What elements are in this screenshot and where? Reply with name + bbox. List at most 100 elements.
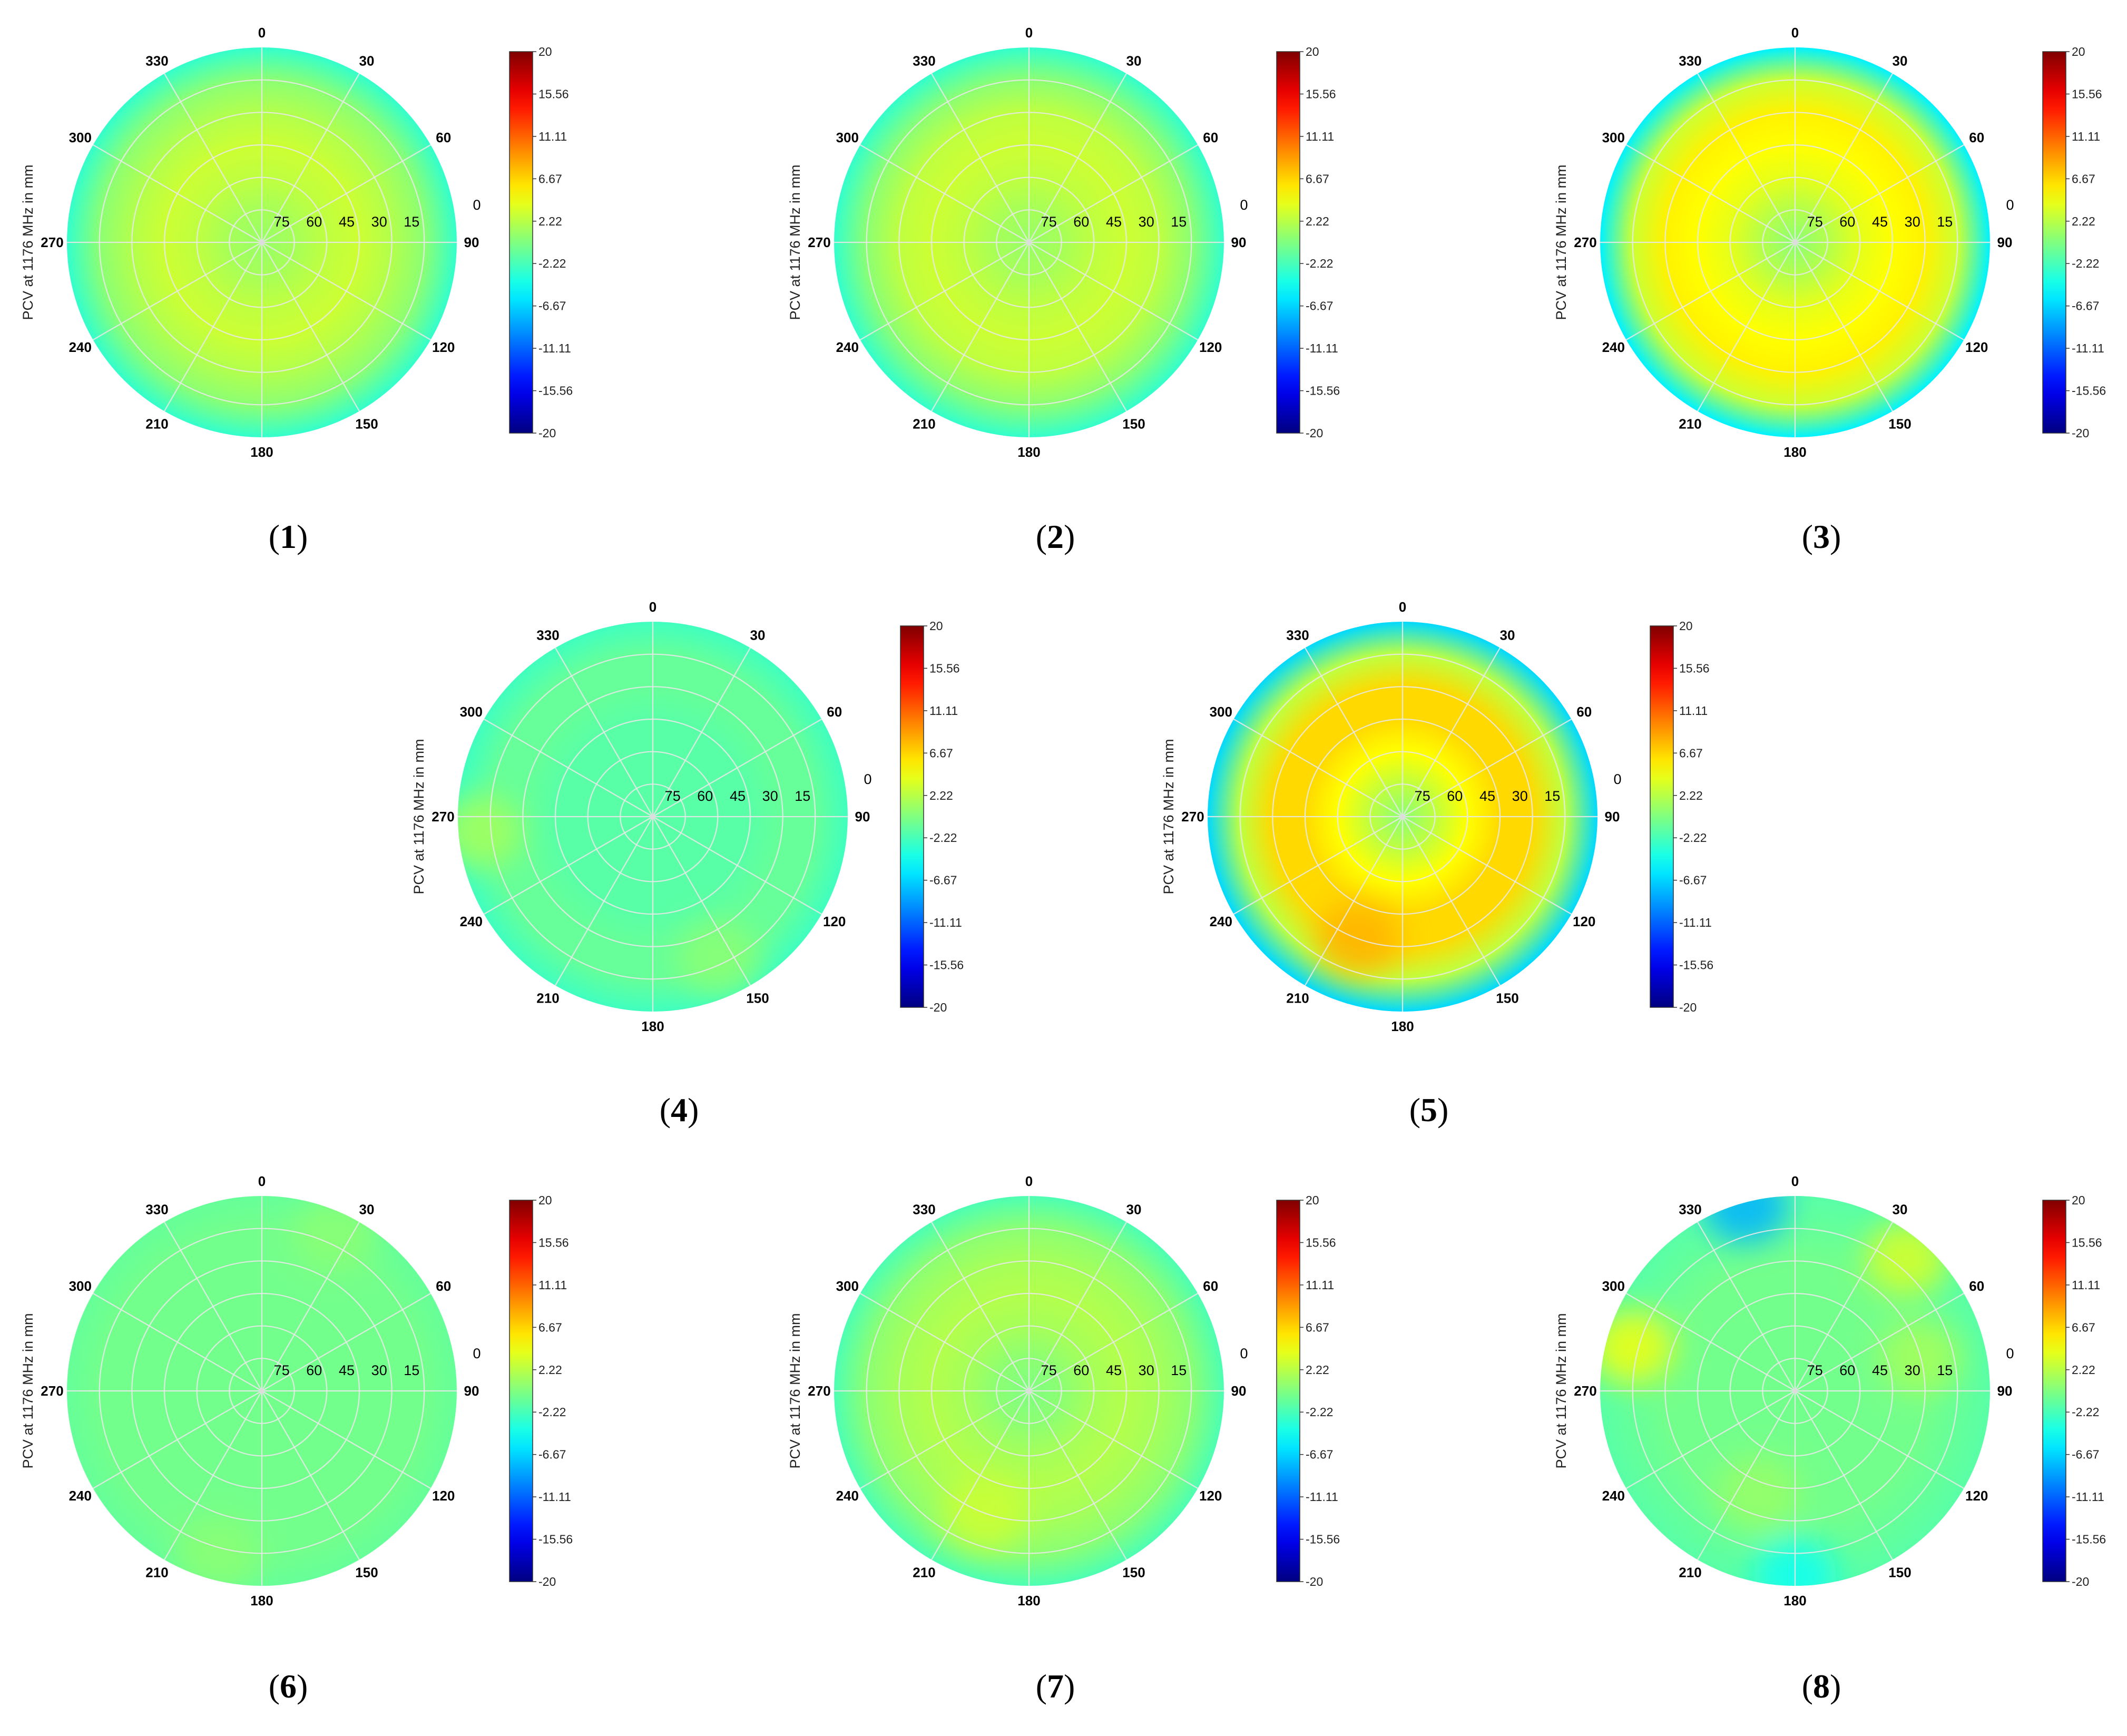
elevation-tick-label: 45	[339, 1362, 355, 1378]
y-axis-label: PCV at 1176 MHz in mm	[20, 1313, 36, 1468]
colorbar-tick-label: 11.11	[1679, 704, 1708, 718]
colorbar-tick-label: 2.22	[1306, 214, 1329, 228]
pcv-anomaly	[176, 1517, 260, 1586]
colorbar	[2042, 1200, 2066, 1582]
pcv-anomaly	[1864, 1221, 1949, 1296]
colorbar-tick-label: -6.67	[929, 874, 957, 887]
azimuth-spoke	[164, 1390, 262, 1560]
panel-caption: (4)	[660, 1091, 699, 1129]
azimuth-tick-label: 90	[464, 1383, 479, 1399]
colorbar-tick-label: 11.11	[929, 704, 958, 718]
azimuth-tick-label: 330	[1286, 627, 1309, 643]
azimuth-spoke	[1626, 1390, 1796, 1489]
azimuth-spoke	[93, 1293, 262, 1391]
azimuth-spoke	[1028, 1390, 1127, 1560]
elevation-tick-label: 60	[1073, 1362, 1089, 1378]
polar-panel-8: 0 30 60 90 120 150 180 210 240 270 300 330 0 15 30 45 60…	[1553, 1173, 2106, 1705]
caption-paren-open: (	[1036, 1668, 1047, 1705]
azimuth-tick-label: 150	[1122, 416, 1145, 432]
colorbar-tick-label: 6.67	[1306, 172, 1329, 185]
azimuth-spoke	[261, 1222, 360, 1391]
caption-number: 8	[1813, 1668, 1830, 1705]
azimuth-tick-label: 120	[823, 914, 846, 929]
azimuth-spoke	[1697, 1222, 1796, 1391]
azimuth-tick-label: 60	[1203, 1278, 1218, 1294]
azimuth-tick-label: 0	[1399, 599, 1406, 615]
polar-panel-1: 0306090120150180210240270300330015304560…	[20, 25, 573, 555]
y-axis-label: PCV at 1176 MHz in mm	[1161, 739, 1177, 894]
colorbar-tick-label: -2.22	[538, 257, 566, 270]
y-axis-label: PCV at 1176 MHz in mm	[411, 739, 427, 894]
azimuth-spoke	[164, 1222, 262, 1391]
colorbar-tick-label: -20	[538, 1575, 556, 1588]
caption-number: 5	[1420, 1091, 1437, 1129]
azimuth-tick-label: 270	[41, 234, 63, 250]
elevation-tick-label: 30	[371, 214, 387, 230]
colorbar	[509, 51, 533, 434]
azimuth-tick-label: 30	[359, 1201, 375, 1217]
azimuth-tick-label: 180	[1391, 1018, 1414, 1034]
azimuth-tick-label: 0	[258, 1173, 266, 1189]
caption-paren-open: (	[269, 1668, 280, 1705]
caption-paren-close: )	[1437, 1091, 1448, 1129]
azimuth-tick-label: 240	[69, 1488, 92, 1504]
elevation-tick-label: 30	[371, 1362, 387, 1378]
azimuth-tick-label: 330	[1679, 1201, 1701, 1217]
azimuth-tick-label: 120	[1573, 914, 1595, 929]
azimuth-tick-label: 150	[1888, 1565, 1911, 1581]
colorbar-tick-label: -2.22	[2072, 1405, 2099, 1419]
colorbar-tick-label: -6.67	[2072, 299, 2099, 313]
azimuth-tick-label: 270	[808, 234, 830, 250]
polar-panel-3: 0 30 60 90 120 150 180 210 240 270 300 330 0 15 30 45 60…	[1553, 25, 2106, 555]
azimuth-spoke	[931, 73, 1030, 243]
azimuth-spoke	[261, 1390, 360, 1560]
colorbar-tick-label: 6.67	[2072, 172, 2095, 185]
azimuth-spoke	[555, 816, 653, 986]
azimuth-tick-label: 180	[250, 444, 273, 460]
azimuth-spoke	[1028, 1390, 1198, 1489]
azimuth-tick-label: 270	[1181, 809, 1204, 825]
azimuth-spoke	[1795, 144, 1964, 243]
azimuth-tick-label: 300	[69, 1278, 92, 1294]
colorbar-tick-label: 15.56	[1679, 661, 1710, 675]
azimuth-tick-label: 300	[836, 130, 859, 145]
azimuth-tick-label: 90	[464, 234, 479, 250]
azimuth-spoke	[1795, 1222, 1893, 1391]
colorbar-tick-label: -6.67	[2072, 1448, 2099, 1462]
elevation-tick-label: 30	[1905, 214, 1920, 230]
azimuth-spoke	[1402, 816, 1501, 986]
panel-caption: (7)	[1036, 1668, 1075, 1705]
colorbar-tick-label: 11.11	[1306, 1278, 1334, 1292]
panel-caption: (2)	[1036, 518, 1075, 555]
caption-paren-close: )	[1830, 518, 1841, 555]
azimuth-tick-label: 60	[1969, 1278, 1984, 1294]
caption-number: 3	[1813, 518, 1830, 555]
azimuth-tick-label: 0	[258, 25, 266, 41]
pcv-anomaly	[1716, 1456, 1800, 1530]
azimuth-tick-label: 120	[1965, 1488, 1988, 1504]
elevation-tick-label: 30	[1512, 788, 1528, 804]
azimuth-spoke	[93, 144, 262, 243]
colorbar-tick-label: -15.56	[538, 384, 573, 398]
azimuth-tick-label: 300	[1602, 1278, 1625, 1294]
colorbar-tick-label: -20	[1679, 1001, 1697, 1014]
pole-marker	[1792, 1388, 1798, 1394]
azimuth-tick-label: 30	[750, 627, 766, 643]
pole-marker	[259, 1388, 264, 1394]
colorbar	[1276, 1200, 1300, 1582]
elevation-tick-label: 60	[697, 788, 713, 804]
colorbar-tick-label: -6.67	[538, 299, 566, 313]
colorbar-tick-label: -20	[2072, 1575, 2089, 1588]
elevation-tick-label: 75	[1041, 1362, 1057, 1378]
azimuth-spoke	[1795, 1390, 1893, 1560]
azimuth-tick-label: 330	[1679, 53, 1701, 68]
colorbar-tick-label: -15.56	[538, 1533, 573, 1546]
azimuth-tick-label: 90	[855, 809, 870, 825]
azimuth-tick-label: 330	[536, 627, 559, 643]
azimuth-spoke	[1028, 73, 1127, 243]
azimuth-spoke	[931, 1222, 1030, 1391]
azimuth-tick-label: 90	[1231, 234, 1247, 250]
colorbar-tick-label: 11.11	[538, 1278, 567, 1292]
colorbar-tick-label: -11.11	[2072, 1490, 2104, 1504]
azimuth-tick-label: 60	[436, 130, 451, 145]
